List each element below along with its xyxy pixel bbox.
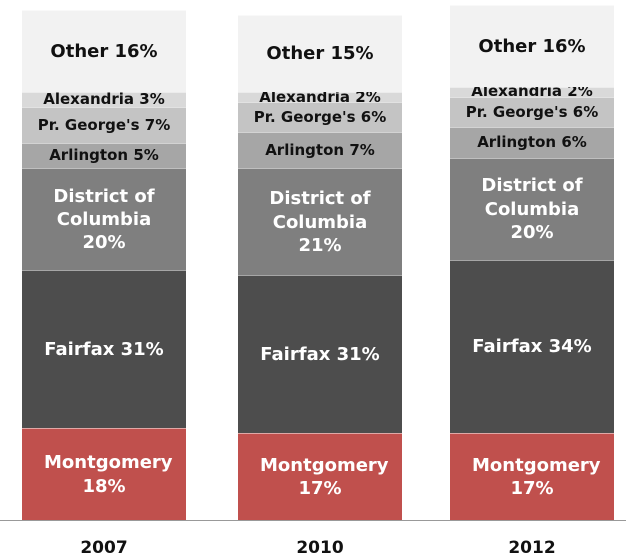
- series-name: Montgomery: [44, 452, 173, 474]
- data-label: Montgomery 17%: [260, 454, 389, 501]
- series-name: Montgomery: [472, 454, 601, 476]
- value-label: 5%: [133, 146, 159, 165]
- series-name: Pr. George's: [37, 115, 140, 134]
- value-label: 34%: [548, 336, 592, 358]
- bar-segment: Other 16%: [22, 10, 186, 92]
- value-label: 7%: [349, 141, 375, 160]
- value-label: 7%: [144, 115, 171, 134]
- value-label: 16%: [114, 40, 158, 62]
- value-label: 21%: [298, 234, 342, 256]
- baseline: [0, 520, 626, 521]
- bar-segment: Alexandria 3%: [22, 90, 186, 110]
- series-name: Pr. George's: [465, 102, 568, 121]
- value-label: 20%: [510, 222, 554, 244]
- data-label: Montgomery 17%: [472, 454, 601, 501]
- series-name: Other: [478, 35, 537, 57]
- data-label: District of Columbia 21%: [260, 187, 380, 257]
- series-name: Arlington: [477, 133, 557, 152]
- series-name: Other: [266, 43, 325, 65]
- data-label: Pr. George's 7%: [38, 116, 171, 136]
- bar-segment: Fairfax 34%: [450, 259, 614, 434]
- bar-segment: Other 15%: [238, 15, 402, 92]
- data-label: Alexandria 2%: [259, 88, 381, 108]
- bar-segment: Pr. George's 6%: [238, 101, 402, 133]
- series-name: District of Columbia: [269, 188, 371, 233]
- value-label: 18%: [82, 475, 126, 497]
- series-name: Pr. George's: [253, 107, 356, 126]
- series-name: Fairfax: [260, 344, 331, 366]
- data-label: Fairfax 34%: [472, 335, 591, 358]
- x-tick-label: 2010: [296, 538, 344, 558]
- bar-segment: Fairfax 31%: [238, 275, 402, 434]
- bar-segment: Montgomery 17%: [238, 433, 402, 520]
- series-name: District of Columbia: [53, 185, 155, 230]
- bar-segment: Arlington 6%: [450, 127, 614, 158]
- bar-segment: Fairfax 31%: [22, 270, 186, 429]
- data-label: District of Columbia 20%: [44, 185, 164, 255]
- bar-segment: District of Columbia 20%: [450, 157, 614, 260]
- value-label: 3%: [139, 90, 165, 109]
- series-name: Alexandria: [471, 82, 563, 101]
- bar-segment: Other 16%: [450, 5, 614, 87]
- series-name: Arlington: [49, 146, 129, 165]
- data-label: Alexandria 3%: [43, 90, 165, 110]
- data-label: Arlington 7%: [265, 141, 375, 161]
- x-tick-label: 2012: [508, 538, 556, 558]
- series-name: Fairfax: [44, 338, 115, 360]
- bar-segment: Alexandria 2%: [238, 88, 402, 106]
- data-label: Arlington 6%: [477, 133, 587, 153]
- series-name: District of Columbia: [481, 175, 583, 220]
- data-label: Fairfax 31%: [260, 343, 379, 366]
- value-label: 20%: [82, 232, 126, 254]
- data-label: Fairfax 31%: [44, 338, 163, 361]
- series-name: Arlington: [265, 141, 345, 160]
- value-label: 2%: [567, 82, 593, 101]
- data-label: Pr. George's 6%: [254, 108, 387, 128]
- data-label: Arlington 5%: [49, 146, 159, 166]
- bar-segment: Pr. George's 6%: [450, 96, 614, 128]
- value-label: 6%: [561, 133, 587, 152]
- bar-segment: Montgomery 18%: [22, 428, 186, 520]
- series-name: Other: [50, 40, 109, 62]
- data-label: Other 16%: [478, 35, 585, 58]
- data-label: District of Columbia 20%: [472, 174, 592, 244]
- bar-segment: District of Columbia 21%: [238, 168, 402, 276]
- bar-segment: Montgomery 17%: [450, 433, 614, 520]
- data-label: Other 15%: [266, 42, 373, 65]
- value-label: 17%: [298, 478, 342, 500]
- series-name: Fairfax: [472, 336, 543, 358]
- value-label: 31%: [336, 344, 380, 366]
- value-label: 16%: [542, 35, 586, 57]
- series-name: Alexandria: [259, 87, 351, 106]
- value-label: 15%: [330, 43, 374, 65]
- data-label: Montgomery 18%: [44, 451, 173, 498]
- bar-segment: Pr. George's 7%: [22, 106, 186, 143]
- data-label: Other 16%: [50, 40, 157, 63]
- value-label: 31%: [120, 338, 164, 360]
- value-label: 2%: [355, 87, 381, 106]
- series-name: Montgomery: [260, 454, 389, 476]
- value-label: 6%: [572, 102, 599, 121]
- x-tick-label: 2007: [80, 538, 128, 558]
- bar-segment: District of Columbia 20%: [22, 168, 186, 271]
- bar-segment: Arlington 5%: [22, 142, 186, 169]
- series-name: Alexandria: [43, 90, 135, 109]
- value-label: 17%: [510, 478, 554, 500]
- data-label: Pr. George's 6%: [466, 103, 599, 123]
- value-label: 6%: [360, 107, 387, 126]
- bar-segment: Alexandria 2%: [450, 82, 614, 100]
- data-label: Alexandria 2%: [471, 82, 593, 102]
- bar-segment: Arlington 7%: [238, 132, 402, 169]
